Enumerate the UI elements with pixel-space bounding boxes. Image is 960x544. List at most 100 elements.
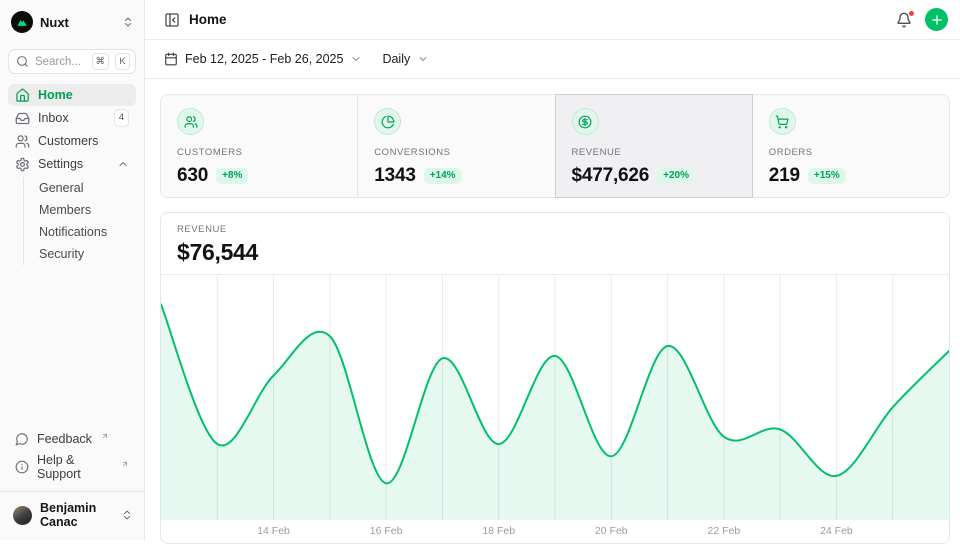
chevrons-up-down-icon (122, 16, 134, 28)
users-icon (177, 108, 204, 135)
search-input[interactable]: Search... ⌘ K (8, 49, 136, 74)
stat-card-customers[interactable]: CUSTOMERS 630 +8% (160, 94, 359, 198)
header-actions (896, 8, 948, 31)
sidebar-item-general[interactable]: General (24, 177, 136, 199)
stat-value: 219 (768, 165, 800, 186)
feedback-label: Feedback (37, 432, 92, 446)
help-support-label: Help & Support (37, 453, 81, 481)
sub-item-label: Security (39, 247, 85, 261)
date-range-value: Feb 12, 2025 - Feb 26, 2025 (185, 52, 344, 66)
notification-dot (908, 9, 915, 17)
user-name: Benjamin Canac (40, 501, 97, 529)
sidebar-item-customers[interactable]: Customers (8, 130, 136, 152)
sidebar-item-label: Inbox (38, 111, 69, 125)
avatar (13, 505, 32, 525)
settings-subnav: General Members Notifications Security (23, 177, 136, 265)
external-link-icon (121, 460, 129, 468)
page-title: Home (189, 12, 227, 27)
stat-label: ORDERS (768, 147, 813, 158)
main-area: Home Feb 12, 2025 - Feb 26, 2025 (145, 0, 960, 544)
x-axis-tick: 14 Feb (257, 525, 290, 537)
calendar-icon (164, 52, 178, 66)
sub-item-label: Members (39, 203, 92, 217)
panel-left-close-icon (164, 12, 180, 28)
shopping-cart-icon (768, 108, 796, 135)
stat-card-revenue[interactable]: REVENUE $477,626 +20% (554, 94, 753, 198)
granularity-value: Daily (382, 52, 411, 66)
workspace-name: Nuxt (40, 14, 69, 30)
sidebar-item-label: Customers (38, 134, 99, 148)
add-button[interactable] (925, 8, 948, 31)
sidebar-item-members[interactable]: Members (24, 199, 136, 221)
search-icon (16, 55, 29, 68)
chevron-up-icon (117, 158, 129, 170)
external-link-icon (101, 432, 109, 440)
sidebar-item-label: Home (38, 88, 73, 102)
users-icon (15, 134, 30, 149)
x-axis-tick: 20 Feb (594, 525, 628, 537)
dashboard-content: CUSTOMERS 630 +8% CONVERSIONS 1343 +14% (145, 79, 960, 544)
kbd-cmd: ⌘ (91, 52, 109, 71)
inbox-icon (15, 111, 30, 126)
sidebar-collapse-button[interactable] (164, 12, 180, 28)
chevron-down-icon (350, 53, 362, 65)
stat-value: 1343 (374, 165, 416, 186)
x-axis-labels: 14 Feb 16 Feb 18 Feb 20 Feb 22 Feb 24 Feb (161, 520, 949, 543)
kbd-k: K (115, 52, 130, 71)
date-range-picker[interactable]: Feb 12, 2025 - Feb 26, 2025 (164, 52, 362, 66)
feedback-link[interactable]: Feedback (8, 428, 136, 450)
chart-title: REVENUE (177, 224, 227, 235)
sidebar-item-inbox[interactable]: Inbox 4 (8, 107, 136, 129)
x-axis-tick: 18 Feb (482, 525, 516, 537)
stat-label: CUSTOMERS (177, 147, 243, 158)
sidebar-item-notifications[interactable]: Notifications (24, 221, 136, 243)
chevron-down-icon (417, 53, 429, 65)
stat-delta-badge: +14% (423, 168, 462, 184)
sidebar: Nuxt Search... ⌘ K Home Inbox 4 (0, 0, 145, 540)
granularity-select[interactable]: Daily (382, 52, 429, 66)
revenue-area-chart[interactable] (161, 274, 949, 520)
sidebar-item-label: Settings (38, 157, 84, 171)
notifications-button[interactable] (896, 9, 915, 28)
x-axis-tick: 24 Feb (820, 525, 853, 537)
filters-toolbar: Feb 12, 2025 - Feb 26, 2025 Daily (145, 40, 960, 79)
stat-delta-badge: +20% (657, 168, 696, 184)
home-icon (15, 88, 30, 103)
bell-icon (896, 12, 912, 28)
nuxt-logo-icon (11, 11, 33, 33)
user-menu[interactable]: Benjamin Canac (8, 492, 136, 532)
message-bubble-icon (15, 432, 29, 446)
search-placeholder: Search... (35, 55, 82, 68)
stat-value: 630 (177, 165, 209, 186)
sub-item-label: Notifications (39, 225, 108, 239)
circle-dollar-icon (571, 108, 599, 135)
workspace-selector[interactable]: Nuxt (8, 8, 136, 36)
revenue-chart-card: REVENUE $76,544 14 Feb 16 Feb 18 Feb 20 Feb… (160, 212, 950, 544)
stat-card-orders[interactable]: ORDERS 219 +15% (751, 94, 950, 198)
page-header: Home (145, 0, 960, 40)
stat-delta-badge: +15% (807, 168, 846, 184)
sidebar-item-settings[interactable]: Settings (8, 153, 136, 175)
sidebar-divider (0, 491, 144, 492)
inbox-count-badge: 4 (113, 109, 129, 127)
sidebar-nav: Home Inbox 4 Customers Settings Ge (8, 84, 136, 267)
settings-gear-icon (15, 157, 30, 172)
sidebar-item-home[interactable]: Home (8, 84, 136, 106)
chart-total-value: $76,544 (177, 239, 259, 265)
sidebar-spacer (8, 267, 136, 428)
chevrons-up-down-icon (121, 509, 133, 521)
x-axis-tick: 22 Feb (707, 525, 741, 537)
plus-icon (930, 13, 944, 27)
chart-plot (161, 275, 949, 520)
sidebar-item-security[interactable]: Security (24, 243, 136, 265)
stat-card-conversions[interactable]: CONVERSIONS 1343 +14% (357, 94, 556, 198)
x-axis-tick: 16 Feb (369, 525, 403, 537)
chart-header: REVENUE $76,544 (161, 213, 949, 274)
stat-label: CONVERSIONS (374, 147, 451, 158)
help-support-link[interactable]: Help & Support (8, 450, 136, 484)
info-circle-icon (15, 460, 29, 474)
stats-row: CUSTOMERS 630 +8% CONVERSIONS 1343 +14% (160, 94, 950, 198)
stat-label: REVENUE (571, 147, 622, 158)
sub-item-label: General (39, 181, 84, 195)
pie-chart-icon (374, 108, 402, 135)
